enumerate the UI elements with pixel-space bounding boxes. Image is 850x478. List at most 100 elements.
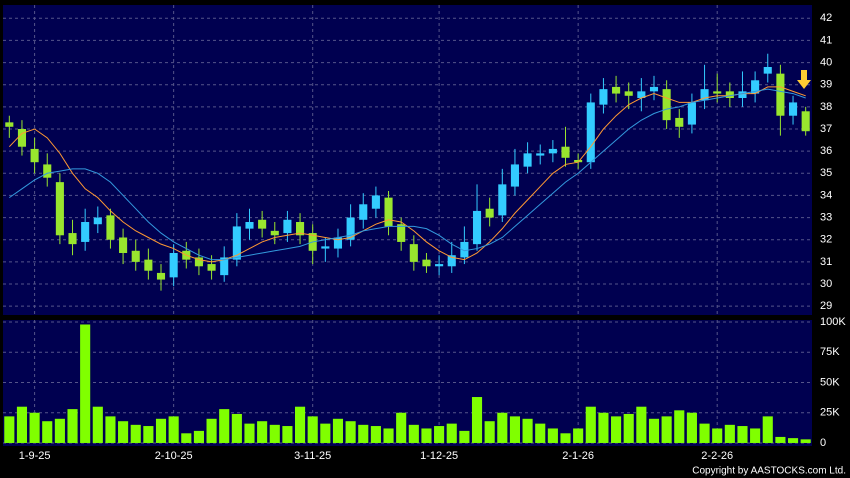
candle-body	[68, 233, 77, 245]
candle-body	[725, 91, 734, 98]
volume-bar	[446, 423, 457, 443]
candle-body	[232, 226, 241, 260]
candle-body	[801, 111, 810, 132]
volume-bar	[636, 406, 647, 443]
x-tick-label: 2-1-26	[562, 450, 594, 462]
volume-bar	[573, 428, 584, 443]
volume-bar	[42, 421, 53, 443]
candle-body	[409, 244, 418, 262]
candle-body	[5, 122, 14, 127]
y-tick-label: 50K	[820, 376, 840, 388]
y-tick-label: 25K	[820, 407, 840, 419]
volume-bar	[231, 413, 242, 443]
volume-bar	[509, 416, 521, 443]
volume-bar	[421, 428, 432, 443]
candle-body	[119, 237, 128, 253]
volume-bar	[54, 418, 65, 443]
candle-body	[55, 182, 64, 236]
volume-bar	[4, 416, 15, 443]
candle-body	[296, 222, 305, 236]
candle-body	[599, 89, 608, 105]
volume-bar	[737, 426, 748, 443]
volume-bar	[623, 413, 634, 443]
candle-body	[713, 91, 722, 94]
candle-body	[43, 164, 52, 178]
volume-bar	[244, 423, 255, 443]
candle-body	[194, 257, 203, 267]
candle-body	[346, 217, 355, 240]
volume-bar	[598, 412, 609, 443]
candle-body	[624, 91, 633, 96]
candle-body	[258, 219, 267, 229]
candle-body	[169, 253, 178, 278]
candle-body	[384, 197, 393, 227]
volume-bar	[320, 423, 331, 443]
candle-body	[17, 129, 27, 147]
volume-bar	[29, 412, 40, 443]
volume-bar	[345, 421, 356, 443]
volume-bar	[92, 406, 103, 443]
candle-body	[283, 219, 292, 234]
arrow-icon	[797, 70, 811, 89]
volume-bar	[522, 418, 533, 443]
candle-body	[561, 146, 570, 158]
volume-bar	[219, 409, 230, 443]
volume-bar	[750, 428, 761, 443]
volume-bar	[611, 416, 622, 443]
volume-bar	[155, 418, 167, 443]
candle-body	[649, 86, 659, 92]
candle-body	[498, 184, 507, 216]
candle-body	[763, 67, 772, 74]
volume-bar	[497, 412, 508, 443]
volume-bar	[16, 406, 28, 443]
candle-body	[131, 250, 140, 262]
y-tick-label: 42	[820, 12, 832, 24]
volume-bar	[383, 428, 394, 443]
candle-body	[156, 272, 166, 280]
candle-body	[422, 259, 431, 267]
candle-body	[447, 255, 456, 267]
candle-body	[93, 217, 102, 225]
volume-bar	[269, 424, 280, 443]
candle-body	[574, 160, 583, 163]
volume-bar	[686, 412, 697, 443]
y-tick-label: 41	[820, 34, 832, 46]
candle-body	[788, 102, 798, 116]
x-tick-label: 2-2-26	[701, 450, 733, 462]
candle-body	[144, 259, 153, 271]
volume-bar	[370, 426, 381, 443]
volume-bar	[396, 412, 407, 443]
volume-bar	[181, 433, 192, 443]
volume-bar	[168, 416, 179, 443]
volume-bar	[307, 416, 318, 443]
candle-body	[523, 153, 532, 167]
volume-bar	[674, 410, 685, 443]
volume-bar	[332, 418, 344, 443]
price-panel	[3, 5, 812, 315]
candle-body	[586, 102, 595, 163]
volume-bar	[130, 424, 141, 443]
candle-body	[472, 210, 482, 245]
y-tick-label: 100K	[820, 316, 846, 328]
candle-body	[270, 230, 279, 236]
volume-bar	[712, 428, 723, 443]
volume-bar	[547, 428, 558, 443]
volume-bar	[80, 324, 91, 443]
y-tick-label: 37	[820, 123, 832, 135]
candle-body	[106, 215, 115, 240]
volume-bar	[294, 406, 306, 443]
volume-bar	[648, 418, 660, 443]
y-tick-label: 39	[820, 79, 832, 91]
y-tick-label: 75K	[820, 346, 840, 358]
moving-average-line	[9, 88, 806, 261]
volume-bar	[762, 416, 773, 443]
candle-body	[662, 89, 671, 121]
x-tick-label: 2-10-25	[155, 450, 193, 462]
candle-body	[397, 224, 406, 242]
y-tick-label: 38	[820, 101, 832, 113]
candle-body	[220, 257, 229, 276]
x-tick-label: 1-9-25	[19, 450, 51, 462]
candle-body	[485, 208, 494, 218]
candle-body	[700, 89, 709, 101]
volume-bar	[585, 406, 596, 443]
